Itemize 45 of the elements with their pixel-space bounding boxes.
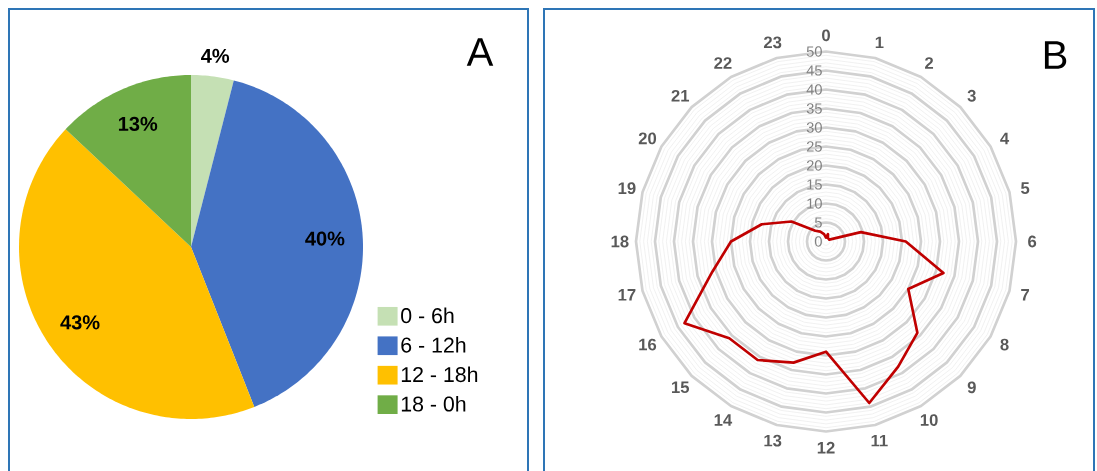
legend-label: 12 - 18h (401, 366, 478, 383)
legend-label: 0 - 6h (401, 307, 454, 324)
legend-label: 18 - 0h (401, 395, 466, 412)
data-label: 4% (201, 48, 230, 63)
spoke-label: 15 (672, 381, 690, 394)
spoke-label: 18 (611, 235, 629, 248)
spoke-label: 16 (639, 338, 657, 351)
y-tick-label: 50 (806, 46, 822, 57)
y-tick-label: 15 (807, 179, 822, 190)
spoke-label: 2 (925, 57, 934, 69)
y-tick-label: 30 (806, 122, 822, 133)
y-tick-label: 5 (814, 217, 822, 228)
y-tick-label: 0 (814, 236, 822, 247)
text: A (466, 38, 494, 66)
spoke-label: 20 (638, 132, 657, 145)
spoke-label: 21 (671, 89, 690, 102)
spoke-label: 1 (875, 36, 884, 49)
y-tick-label: 35 (806, 103, 822, 114)
legend-label: 6 - 12h (401, 337, 466, 353)
spoke-label: 14 (714, 414, 733, 426)
spoke-label: 19 (618, 182, 636, 195)
y-tick-label: 20 (806, 160, 822, 171)
data-label: 43% (60, 315, 100, 330)
spoke-label: 5 (1021, 182, 1030, 194)
spoke-label: 8 (1000, 338, 1009, 351)
y-tick-label: 25 (806, 141, 822, 152)
y-tick-label: 10 (807, 198, 822, 209)
spoke-label: 3 (967, 89, 976, 102)
spoke-label: 6 (1028, 235, 1037, 248)
spoke-label: 4 (1000, 132, 1010, 145)
spoke-label: 22 (714, 57, 732, 69)
spoke-label: 9 (967, 381, 976, 394)
spoke-label: 7 (1021, 289, 1030, 301)
data-label: 13% (118, 116, 158, 131)
y-tick-label: 40 (806, 84, 822, 95)
spoke-label: 17 (618, 289, 636, 301)
data-label: 40% (305, 231, 345, 246)
spoke-label: 23 (763, 36, 782, 49)
text: B (1044, 41, 1067, 69)
spoke-label: 11 (871, 434, 888, 447)
spoke-label: 12 (817, 441, 835, 454)
spoke-label: 0 (822, 29, 830, 42)
spoke-label: 10 (920, 414, 938, 426)
spoke-label: 13 (764, 434, 782, 447)
y-tick-label: 45 (806, 65, 822, 76)
